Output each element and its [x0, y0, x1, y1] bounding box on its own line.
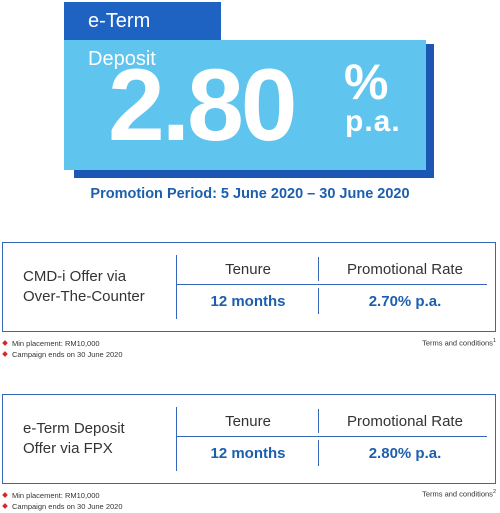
- note-item: Min placement: RM10,000: [2, 490, 123, 501]
- offer-title: CMD-i Offer via Over-The-Counter: [23, 268, 145, 305]
- terms-link[interactable]: Terms and conditions2: [422, 489, 496, 499]
- tenure-value: 12 months: [210, 293, 286, 310]
- divider: [176, 407, 177, 471]
- divider: [177, 284, 487, 285]
- divider: [176, 255, 177, 319]
- hero-percent: %: [344, 54, 389, 110]
- note-item: Min placement: RM10,000: [2, 338, 123, 349]
- tenure-value: 12 months: [210, 445, 286, 462]
- note-item: Campaign ends on 30 June 2020: [2, 349, 123, 360]
- divider: [318, 288, 319, 314]
- hero-panel: [64, 40, 426, 170]
- hero-per-annum: p.a.: [345, 105, 401, 138]
- bullet-icon: [2, 492, 8, 498]
- offer-title: e-Term Deposit Offer via FPX: [23, 420, 125, 457]
- tenure-header: Tenure: [225, 413, 271, 430]
- hero-rate: 2.80: [108, 48, 298, 162]
- divider: [318, 257, 319, 281]
- rate-header: Promotional Rate: [347, 261, 463, 278]
- hero-tab-label: e-Term Deposit: [64, 2, 221, 70]
- terms-link[interactable]: Terms and conditions1: [422, 338, 496, 348]
- rate-value: 2.80% p.a.: [368, 445, 442, 462]
- divider: [318, 409, 319, 433]
- rate-header: Promotional Rate: [347, 413, 463, 430]
- offer-notes: Min placement: RM10,000 Campaign ends on…: [2, 338, 123, 360]
- offer-notes: Min placement: RM10,000 Campaign ends on…: [2, 490, 123, 512]
- bullet-icon: [2, 340, 8, 346]
- note-item: Campaign ends on 30 June 2020: [2, 501, 123, 512]
- rate-value: 2.70% p.a.: [368, 293, 442, 310]
- tenure-header: Tenure: [225, 261, 271, 278]
- divider: [177, 436, 487, 437]
- divider: [318, 440, 319, 466]
- bullet-icon: [2, 503, 8, 509]
- offer-card-cmd-i: CMD-i Offer via Over-The-Counter Tenure …: [2, 242, 496, 332]
- offer-card-fpx: e-Term Deposit Offer via FPX Tenure Prom…: [2, 394, 496, 484]
- promotion-period: Promotion Period: 5 June 2020 – 30 June …: [90, 186, 410, 202]
- bullet-icon: [2, 351, 8, 357]
